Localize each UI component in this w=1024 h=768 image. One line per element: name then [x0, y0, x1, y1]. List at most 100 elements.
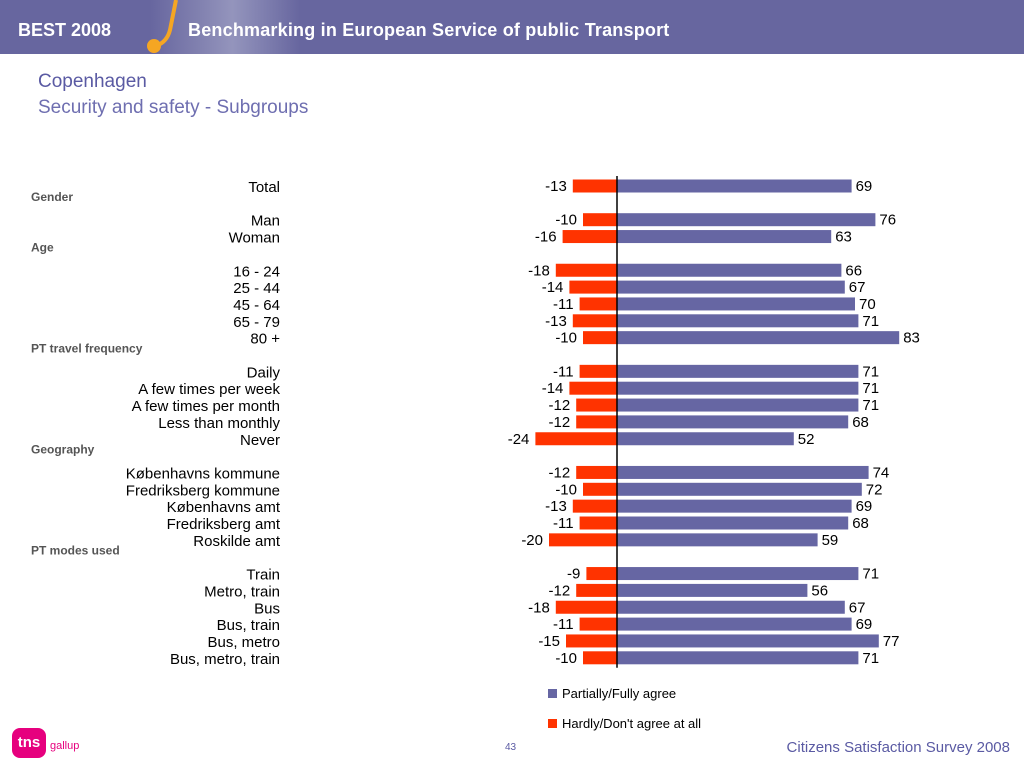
legend-item-agree: Partially/Fully agree [548, 686, 676, 701]
bar-agree [617, 179, 852, 193]
value-label-agree: 52 [798, 431, 815, 448]
row-label: Fredriksberg kommune [126, 482, 280, 499]
bar-disagree [549, 533, 617, 547]
bar-agree [617, 297, 855, 311]
diverging-bar-chart: Total 69 -13 Gender Man 76 -10 Woman 63 -16 Age 16 … [31, 176, 920, 668]
orange-swoosh-icon [147, 0, 178, 53]
value-label-agree: 68 [852, 515, 869, 532]
bar-agree [617, 314, 859, 328]
value-label-agree: 59 [822, 532, 839, 549]
value-label-disagree: -11 [553, 363, 574, 380]
value-label-disagree: -20 [521, 532, 543, 549]
group-label: Gender [31, 190, 73, 204]
value-label-disagree: -14 [542, 380, 564, 397]
legend-item-disagree: Hardly/Don't agree at all [548, 716, 701, 731]
row-label: Daily [247, 364, 281, 381]
group-label: PT modes used [31, 544, 120, 558]
value-label-agree: 71 [862, 650, 879, 667]
bar-agree [617, 583, 808, 597]
page-number: 43 [505, 742, 517, 753]
bar-agree [617, 533, 818, 547]
bar-agree [617, 331, 900, 345]
bar-agree [617, 415, 849, 429]
bar-agree [617, 617, 852, 631]
row-label: Københavns amt [167, 499, 281, 516]
bar-disagree [583, 331, 617, 345]
value-label-disagree: -10 [555, 650, 577, 667]
legend-swatch-agree [548, 689, 557, 698]
logo-gallup-text: gallup [50, 740, 80, 752]
value-label-disagree: -14 [542, 279, 564, 296]
value-label-agree: 63 [835, 229, 852, 246]
bar-disagree [535, 432, 617, 446]
bar-disagree [555, 600, 617, 614]
value-label-disagree: -13 [545, 313, 567, 330]
logo-tns-text: tns [12, 728, 46, 758]
value-label-agree: 74 [873, 464, 890, 481]
value-label-agree: 69 [856, 616, 873, 633]
legend-label-agree: Partially/Fully agree [562, 686, 677, 701]
bar-agree [617, 567, 859, 581]
row-label: Københavns kommune [126, 465, 280, 482]
bar-disagree [562, 230, 617, 244]
value-label-agree: 71 [862, 380, 879, 397]
bar-disagree [583, 213, 617, 227]
value-label-agree: 72 [866, 481, 883, 498]
value-label-disagree: -13 [545, 498, 567, 515]
row-label: Bus, train [217, 617, 280, 634]
value-label-disagree: -18 [528, 262, 550, 279]
value-label-disagree: -12 [549, 414, 571, 431]
bar-agree [617, 432, 794, 446]
value-label-agree: 56 [811, 582, 828, 599]
group-label: Age [31, 240, 54, 254]
value-label-agree: 67 [849, 599, 866, 616]
bar-agree [617, 634, 879, 648]
tns-gallup-logo: tns gallup [12, 728, 92, 764]
bar-agree [617, 516, 849, 530]
value-label-disagree: -11 [553, 296, 574, 313]
value-label-disagree: -11 [553, 515, 574, 532]
page-subtitle: Security and safety - Subgroups [38, 97, 309, 118]
value-label-disagree: -18 [528, 599, 550, 616]
bar-agree [617, 364, 859, 378]
row-label: Bus [254, 600, 280, 617]
row-label: Total [248, 179, 280, 196]
bar-disagree [566, 634, 617, 648]
row-label: 25 - 44 [233, 280, 280, 297]
bar-disagree [579, 297, 617, 311]
value-label-agree: 66 [845, 262, 862, 279]
bar-disagree [576, 415, 617, 429]
bar-agree [617, 465, 869, 479]
page-title: Copenhagen [38, 71, 147, 92]
value-label-agree: 69 [856, 498, 873, 515]
bar-disagree [572, 314, 617, 328]
group-label: Geography [31, 443, 95, 457]
bar-disagree [569, 280, 617, 294]
row-label: 45 - 64 [233, 297, 280, 314]
row-label: Roskilde amt [193, 533, 281, 550]
survey-name: Citizens Satisfaction Survey 2008 [786, 739, 1010, 756]
value-label-disagree: -24 [508, 431, 530, 448]
bar-agree [617, 499, 852, 513]
bar-disagree [576, 583, 617, 597]
bar-disagree [583, 482, 617, 496]
bar-disagree [576, 398, 617, 412]
row-label: Never [240, 432, 280, 449]
legend-label-disagree: Hardly/Don't agree at all [562, 716, 702, 731]
value-label-disagree: -9 [567, 566, 580, 583]
legend-swatch-disagree [548, 719, 557, 728]
value-label-agree: 70 [859, 296, 876, 313]
bar-agree [617, 651, 859, 665]
value-label-disagree: -10 [555, 481, 577, 498]
value-label-agree: 77 [883, 633, 900, 650]
bar-disagree [579, 364, 617, 378]
header-title: Benchmarking in European Service of publ… [188, 20, 670, 40]
value-label-disagree: -12 [549, 397, 571, 414]
header-bar: BEST 2008 Benchmarking in European Servi… [0, 0, 1024, 54]
row-label: Man [251, 213, 280, 230]
value-label-agree: 71 [862, 566, 879, 583]
row-label: Metro, train [204, 583, 280, 600]
value-label-agree: 83 [903, 330, 920, 347]
row-label: 65 - 79 [233, 314, 280, 331]
bar-agree [617, 381, 859, 395]
